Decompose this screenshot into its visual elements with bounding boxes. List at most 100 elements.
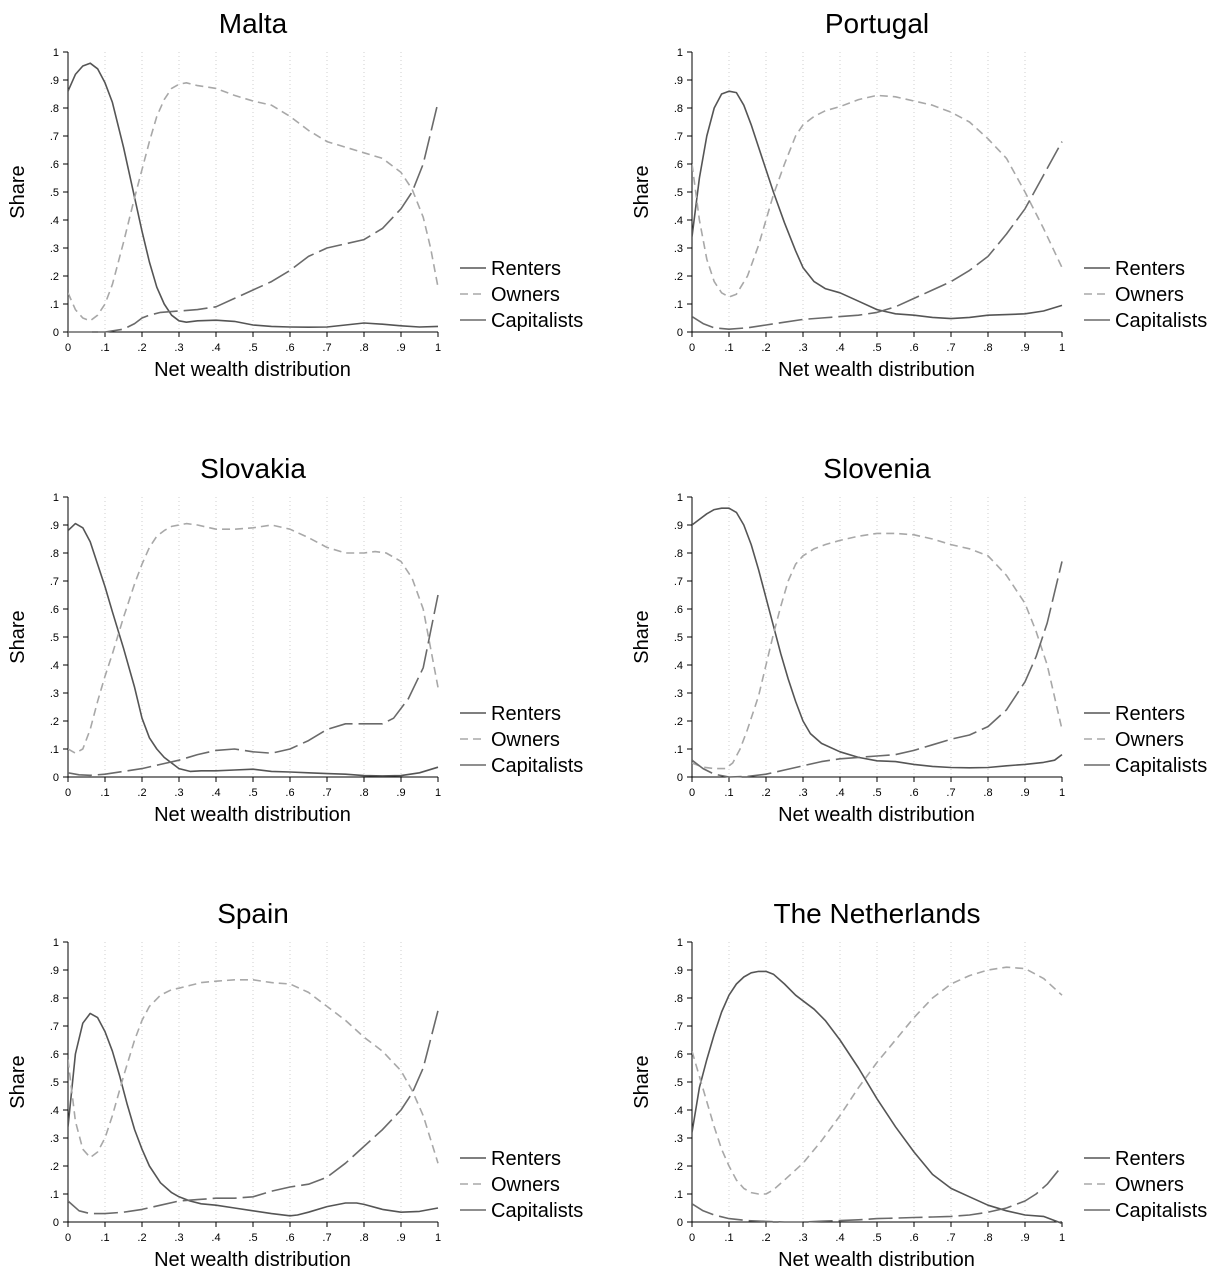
chart-portugal-x-axis-title: Net wealth distribution <box>778 359 975 381</box>
chart-the-netherlands-y-tick-label: .5 <box>674 1077 683 1089</box>
chart-slovenia-x-axis-title: Net wealth distribution <box>778 804 975 826</box>
chart-spain-x-tick-label: .3 <box>174 1232 183 1244</box>
chart-slovenia-y-tick-label: .6 <box>674 604 683 616</box>
chart-the-netherlands-y-tick-label: .3 <box>674 1133 683 1145</box>
chart-slovenia-y-tick-label: .2 <box>674 716 683 728</box>
chart-slovenia-x-tick-label: 1 <box>1059 787 1065 799</box>
chart-the-netherlands-y-tick-label: 0 <box>677 1217 683 1229</box>
chart-portugal-y-tick-label: .8 <box>674 103 683 115</box>
chart-malta-x-tick-label: .5 <box>248 342 257 354</box>
chart-the-netherlands-x-tick-label: .2 <box>761 1232 770 1244</box>
chart-malta-series-owners <box>68 82 439 322</box>
chart-spain-legend-label-owners: Owners <box>491 1174 560 1196</box>
chart-malta-title: Malta <box>219 8 288 39</box>
chart-portugal-x-tick-label: .4 <box>835 342 844 354</box>
chart-portugal-series-renters <box>692 90 1063 320</box>
chart-slovenia-legend-label-capitalists: Capitalists <box>1115 755 1207 777</box>
chart-the-netherlands-y-tick-label: .4 <box>674 1105 683 1117</box>
chart-slovakia-series-capitalists <box>68 594 439 777</box>
chart-the-netherlands-x-tick-label: 1 <box>1059 1232 1065 1244</box>
chart-slovakia-legend-label-owners: Owners <box>491 729 560 751</box>
chart-portugal-x-tick-label: .8 <box>983 342 992 354</box>
chart-slovakia-x-tick-label: .7 <box>322 787 331 799</box>
chart-slovenia-y-tick-label: .5 <box>674 632 683 644</box>
chart-spain: Spain 0 .1 .2 .3 .4 .5 .6 .7 .8 .9 1 0 .1 .2 .3 .4 .5 .6 .7… <box>7 898 583 1271</box>
chart-malta-x-tick-label: .6 <box>285 342 294 354</box>
chart-malta-y-tick-label: .9 <box>50 75 59 87</box>
chart-the-netherlands-x-tick-label: .5 <box>872 1232 881 1244</box>
chart-slovenia-x-tick-label: .7 <box>946 787 955 799</box>
chart-portugal-legend-label-renters: Renters <box>1115 258 1185 280</box>
chart-malta: Malta 0 .1 .2 .3 .4 .5 .6 .7 .8 .9 1 0 .1 .2 .3 .4 .5 .6 .7… <box>7 8 583 381</box>
chart-slovakia-y-tick-label: 0 <box>53 772 59 784</box>
chart-the-netherlands-x-tick-label: 0 <box>689 1232 695 1244</box>
chart-the-netherlands-legend-label-owners: Owners <box>1115 1174 1184 1196</box>
chart-malta-x-tick-label: .2 <box>137 342 146 354</box>
chart-malta-y-tick-label: .8 <box>50 103 59 115</box>
chart-malta-x-tick-label: .8 <box>359 342 368 354</box>
chart-portugal-x-tick-label: .7 <box>946 342 955 354</box>
chart-portugal-y-tick-label: .2 <box>674 271 683 283</box>
chart-portugal-y-tick-label: 1 <box>677 47 683 59</box>
chart-slovakia-title: Slovakia <box>200 453 306 484</box>
chart-malta-y-tick-label: .7 <box>50 131 59 143</box>
chart-the-netherlands-y-tick-label: .2 <box>674 1161 683 1173</box>
chart-slovenia-series-owners <box>692 532 1063 770</box>
chart-the-netherlands-x-tick-label: .4 <box>835 1232 844 1244</box>
chart-malta-x-tick-label: .3 <box>174 342 183 354</box>
chart-the-netherlands-y-tick-label: .8 <box>674 993 683 1005</box>
chart-malta-y-tick-label: 1 <box>53 47 59 59</box>
chart-the-netherlands-x-tick-label: .9 <box>1020 1232 1029 1244</box>
chart-malta-y-tick-label: .1 <box>50 299 59 311</box>
chart-portugal-title: Portugal <box>825 8 929 39</box>
chart-slovakia-y-tick-label: .9 <box>50 520 59 532</box>
chart-slovenia-x-tick-label: .2 <box>761 787 770 799</box>
chart-the-netherlands-y-tick-label: .1 <box>674 1189 683 1201</box>
chart-malta-x-tick-label: .9 <box>396 342 405 354</box>
chart-portugal-x-tick-label: .3 <box>798 342 807 354</box>
chart-slovenia-x-tick-label: .3 <box>798 787 807 799</box>
chart-spain-y-tick-label: .8 <box>50 993 59 1005</box>
chart-slovakia-y-tick-label: .7 <box>50 576 59 588</box>
chart-portugal-x-tick-label: .9 <box>1020 342 1029 354</box>
chart-slovenia-series-capitalists <box>692 561 1063 778</box>
chart-slovenia-title: Slovenia <box>823 453 931 484</box>
chart-slovenia-y-tick-label: .1 <box>674 744 683 756</box>
chart-malta-series-capitalists <box>68 102 439 333</box>
chart-spain-x-tick-label: .8 <box>359 1232 368 1244</box>
chart-spain-y-tick-label: .9 <box>50 965 59 977</box>
chart-spain-legend-label-renters: Renters <box>491 1148 561 1170</box>
chart-the-netherlands-x-tick-label: .3 <box>798 1232 807 1244</box>
chart-slovakia-legend-label-capitalists: Capitalists <box>491 755 583 777</box>
chart-malta-x-axis-title: Net wealth distribution <box>154 359 351 381</box>
chart-slovakia-x-tick-label: .8 <box>359 787 368 799</box>
chart-slovenia-x-tick-label: .6 <box>909 787 918 799</box>
chart-slovakia-x-tick-label: .2 <box>137 787 146 799</box>
chart-the-netherlands-x-tick-label: .1 <box>724 1232 733 1244</box>
chart-malta-legend-label-capitalists: Capitalists <box>491 310 583 332</box>
chart-malta-y-tick-label: .4 <box>50 215 59 227</box>
chart-slovenia-legend-label-owners: Owners <box>1115 729 1184 751</box>
chart-the-netherlands-y-tick-label: .7 <box>674 1021 683 1033</box>
chart-spain-x-tick-label: .4 <box>211 1232 220 1244</box>
chart-portugal-legend-label-owners: Owners <box>1115 284 1184 306</box>
chart-portugal-x-tick-label: .5 <box>872 342 881 354</box>
chart-slovakia-y-tick-label: 1 <box>53 492 59 504</box>
chart-portugal: Portugal 0 .1 .2 .3 .4 .5 .6 .7 .8 .9 1 0 .1 .2 .3 .4 .5.… <box>631 8 1207 381</box>
chart-the-netherlands-series-owners <box>692 966 1063 1195</box>
chart-spain-y-tick-label: .7 <box>50 1021 59 1033</box>
chart-spain-y-tick-label: 1 <box>53 937 59 949</box>
chart-the-netherlands-x-tick-label: .6 <box>909 1232 918 1244</box>
chart-malta-y-tick-label: .6 <box>50 159 59 171</box>
chart-spain-y-tick-label: .3 <box>50 1133 59 1145</box>
chart-slovakia-x-tick-label: 0 <box>65 787 71 799</box>
chart-slovakia-y-tick-label: .2 <box>50 716 59 728</box>
chart-portugal-y-tick-label: .1 <box>674 299 683 311</box>
chart-spain-x-tick-label: .1 <box>100 1232 109 1244</box>
chart-the-netherlands-series-capitalists <box>692 1165 1063 1223</box>
chart-portugal-y-tick-label: 0 <box>677 327 683 339</box>
chart-portugal-y-tick-label: .4 <box>674 215 683 227</box>
chart-slovakia-legend-label-renters: Renters <box>491 703 561 725</box>
chart-slovenia-y-tick-label: .3 <box>674 688 683 700</box>
chart-slovakia-x-tick-label: .4 <box>211 787 220 799</box>
